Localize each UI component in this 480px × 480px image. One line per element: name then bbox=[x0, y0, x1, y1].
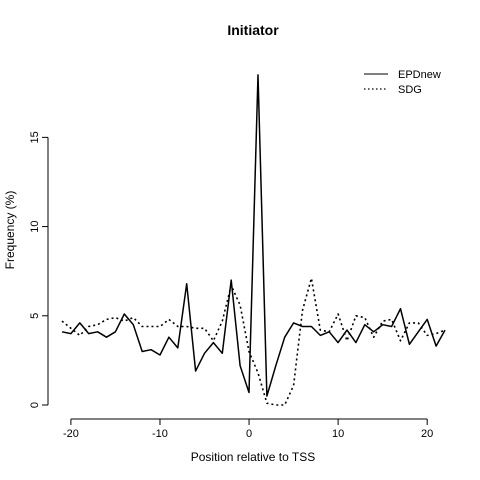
series-layer bbox=[61, 74, 446, 406]
x-axis: -20 -10 0 10 20 bbox=[63, 418, 433, 440]
series-line-sdg bbox=[61, 277, 446, 406]
y-tick-label: 15 bbox=[29, 131, 41, 143]
series-line-epdnew bbox=[61, 74, 446, 397]
y-axis-label: Frequency (%) bbox=[3, 191, 17, 270]
y-tick-label: 10 bbox=[29, 220, 41, 232]
y-axis: 0 5 10 15 bbox=[29, 131, 49, 408]
legend-label-epdnew: EPDnew bbox=[398, 69, 441, 81]
x-tick-label: -10 bbox=[152, 428, 168, 440]
x-tick-label: 20 bbox=[421, 428, 433, 440]
x-axis-label: Position relative to TSS bbox=[191, 450, 316, 464]
legend: EPDnew SDG bbox=[364, 69, 441, 96]
y-tick-label: 5 bbox=[29, 313, 41, 319]
legend-label-sdg: SDG bbox=[398, 84, 422, 96]
chart-title: Initiator bbox=[227, 22, 279, 38]
y-tick-label: 0 bbox=[29, 402, 41, 408]
x-tick-label: -20 bbox=[63, 428, 79, 440]
x-tick-label: 10 bbox=[332, 428, 344, 440]
x-tick-label: 0 bbox=[246, 428, 252, 440]
